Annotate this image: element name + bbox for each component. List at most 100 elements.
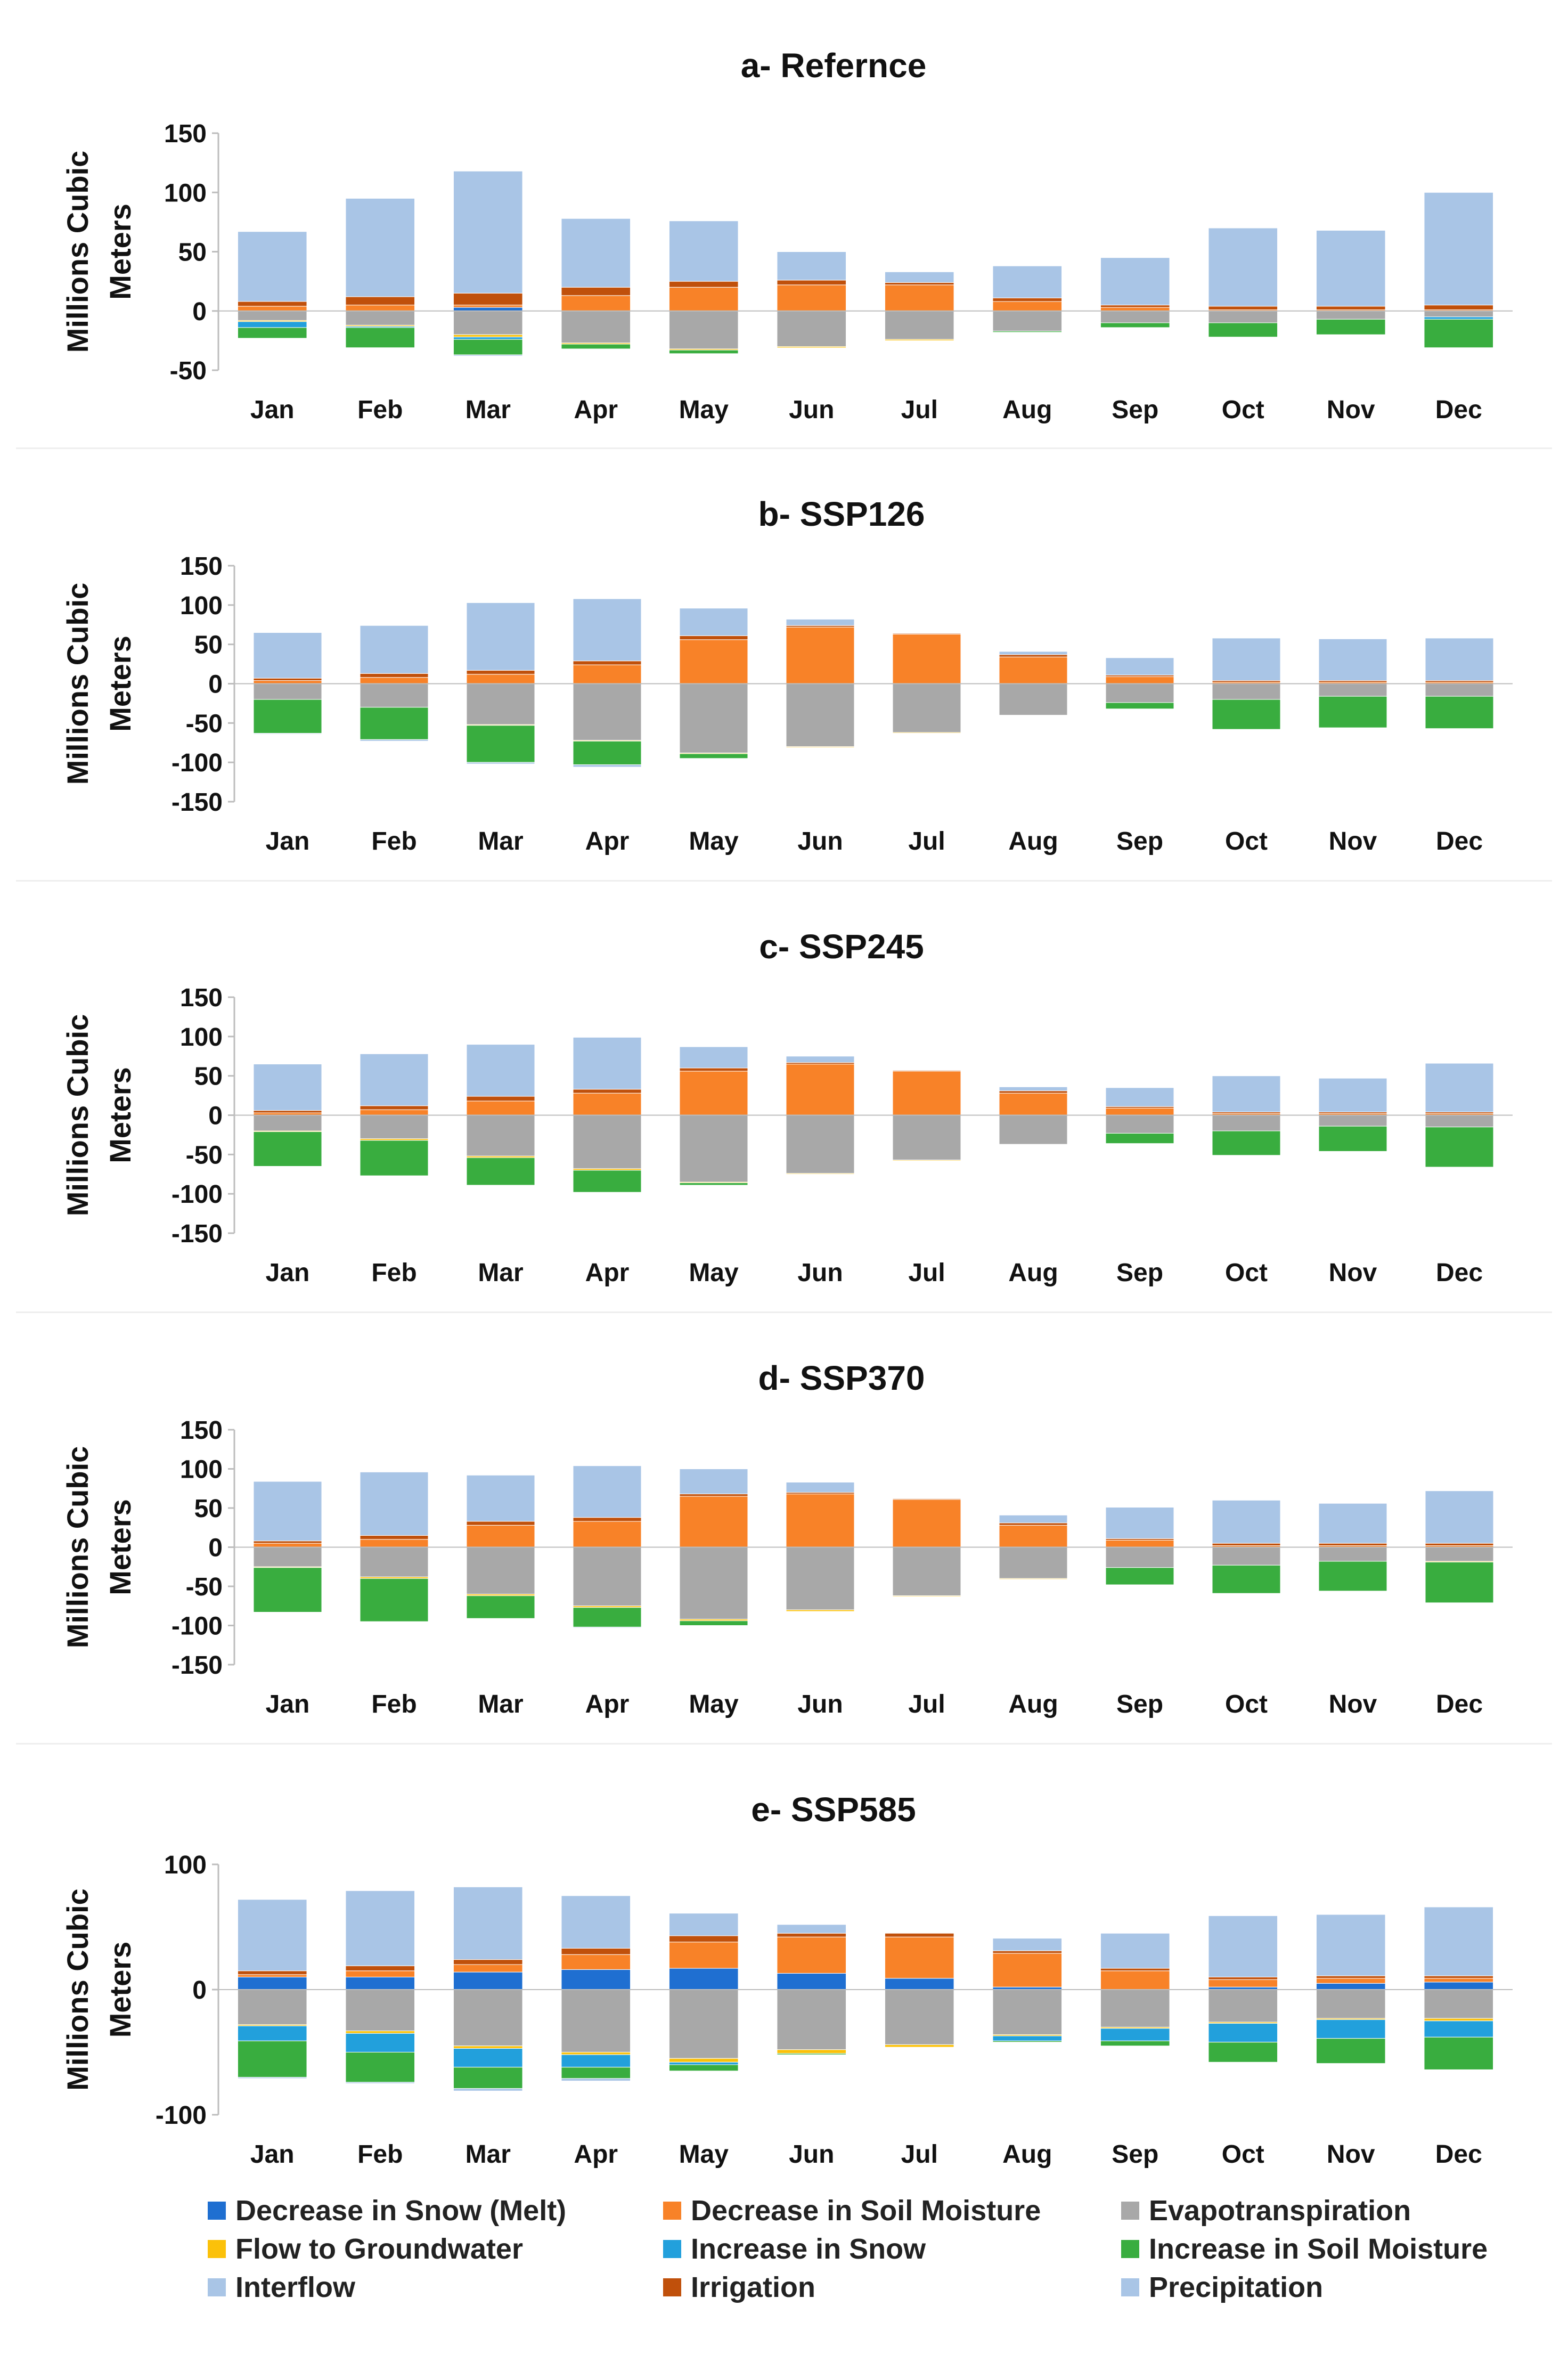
bar-segment-et — [345, 1989, 415, 2032]
legend-item-irrigation: Irrigation — [663, 2269, 815, 2306]
bar-segment-soil_inc — [668, 2064, 739, 2072]
bar-segment-soil_inc — [237, 327, 307, 339]
bar-segment-gw — [668, 2058, 739, 2063]
legend-label: Precipitation — [1149, 2271, 1324, 2303]
x-tick-label: Jun — [797, 827, 843, 855]
bar-segment-et — [668, 1989, 739, 2059]
bar-segment-irr — [466, 1096, 535, 1102]
bar-segment-precip — [679, 608, 748, 636]
bar-segment-precip — [1425, 638, 1494, 681]
bar-segment-precip — [561, 1895, 631, 1949]
bar-segment-precip — [253, 632, 322, 679]
bar-segment-soil_dec — [360, 677, 429, 684]
bar-segment-et — [253, 1547, 322, 1567]
bar-segment-soil_inc — [360, 707, 429, 740]
bar-segment-irr — [1100, 305, 1170, 308]
x-tick-label: Mar — [478, 1690, 523, 1718]
bar-segment-soil_inc — [360, 1140, 429, 1176]
bar-segment-precip — [786, 618, 855, 626]
x-tick-label: Apr — [585, 1259, 630, 1287]
bar-segment-precip — [999, 651, 1068, 655]
legend-item-soil-dec: Decrease in Soil Moisture — [663, 2192, 1041, 2229]
bar-segment-et — [1316, 1989, 1386, 2019]
bar-segment-snow_inc — [453, 2048, 523, 2068]
x-tick-label: Apr — [574, 2140, 618, 2169]
bar-segment-irr — [999, 654, 1068, 657]
bar-segment-et — [892, 1547, 961, 1596]
bar-segment-soil_inc — [1316, 2038, 1386, 2064]
bar-segment-soil_dec — [237, 1974, 307, 1978]
x-tick-label: Oct — [1225, 1690, 1268, 1718]
x-tick-label: Jul — [908, 827, 945, 855]
bar-segment-et — [892, 1115, 961, 1161]
x-tick-label: Dec — [1435, 2140, 1482, 2169]
bar-segment-irr — [992, 297, 1063, 302]
bar-segment-soil_inc — [561, 2067, 631, 2079]
bar-segment-irr — [679, 1068, 748, 1072]
bar-segment-et — [573, 1115, 642, 1169]
bar-segment-snow_dec — [561, 1969, 631, 1990]
bar-segment-irr — [1424, 1975, 1494, 1979]
x-tick-label: Mar — [478, 827, 523, 855]
bar-segment-irr — [253, 1110, 322, 1113]
bar-segment-soil_dec — [786, 626, 855, 685]
bar-segment-precip — [1208, 227, 1278, 307]
x-tick-label: Jun — [789, 2140, 834, 2169]
bar-segment-precip — [360, 1471, 429, 1536]
bar-segment-soil_dec — [999, 1525, 1068, 1548]
bar-segment-irr — [992, 1950, 1063, 1954]
bar-segment-soil_dec — [1424, 1978, 1494, 1983]
bar-segment-soil_inc — [992, 2040, 1063, 2043]
bar-segment-soil_dec — [892, 1499, 961, 1548]
bar-segment-gw — [999, 1578, 1068, 1580]
x-tick-label: Feb — [357, 396, 403, 424]
legend-item-soil-inc: Increase in Soil Moisture — [1121, 2230, 1488, 2268]
bar-segment-precip — [1425, 1490, 1494, 1544]
x-tick-label: Nov — [1329, 1259, 1377, 1287]
y-tick-label: -150 — [172, 1220, 223, 1248]
y-tick-label: -50 — [186, 1573, 223, 1601]
bar-segment-precip — [573, 1465, 642, 1518]
bar-segment-et — [777, 1989, 847, 2050]
y-axis-label: Meters — [103, 635, 137, 732]
bar-segment-irr — [1208, 306, 1278, 311]
y-tick-label: 50 — [194, 1495, 223, 1523]
bar-segment-soil_dec — [360, 1109, 429, 1115]
bar-segment-precip — [1100, 257, 1170, 306]
bar-segment-soil_inc — [1424, 319, 1494, 348]
bar-segment-snow_inc — [1424, 316, 1494, 320]
bar-segment-gw — [892, 1160, 961, 1161]
bar-segment-precip — [453, 170, 523, 294]
bar-segment-snow_inc — [992, 2035, 1063, 2041]
legend: Decrease in Snow (Melt) Decrease in Soil… — [208, 2192, 1539, 2320]
bar-segment-precip — [786, 1056, 855, 1063]
bar-segment-soil_dec — [679, 639, 748, 684]
bar-segment-soil_inc — [1100, 322, 1170, 328]
bar-segment-et — [253, 1115, 322, 1131]
bar-segment-et — [466, 683, 535, 725]
legend-swatch — [208, 2278, 226, 2296]
y-tick-label: 150 — [180, 552, 223, 581]
bar-segment-et — [1425, 683, 1494, 697]
bar-segment-soil_inc — [679, 1620, 748, 1626]
bar-segment-et — [453, 311, 523, 335]
bar-segment-soil_dec — [573, 1093, 642, 1115]
legend-swatch — [1121, 2240, 1139, 2258]
y-tick-label: 0 — [192, 1976, 207, 2005]
bar-segment-et — [561, 1989, 631, 2052]
bar-segment-et — [1208, 311, 1278, 323]
y-tick-label: -150 — [172, 788, 223, 817]
bar-segment-irr — [573, 1517, 642, 1522]
bar-segment-interflow — [466, 762, 535, 764]
legend-swatch — [208, 2202, 226, 2220]
bar-segment-soil_inc — [1318, 696, 1387, 728]
x-tick-label: Nov — [1327, 2140, 1375, 2169]
bar-segment-irr — [1318, 1543, 1387, 1546]
bar-segment-precip — [1425, 1063, 1494, 1113]
y-axis-label: Millions Cubic — [61, 1888, 94, 2091]
y-tick-label: 0 — [208, 1102, 223, 1130]
bar-segment-soil_dec — [466, 1101, 535, 1115]
bar-segment-snow_inc — [345, 2033, 415, 2052]
bar-segment-et — [360, 683, 429, 708]
x-tick-label: Oct — [1225, 827, 1268, 855]
